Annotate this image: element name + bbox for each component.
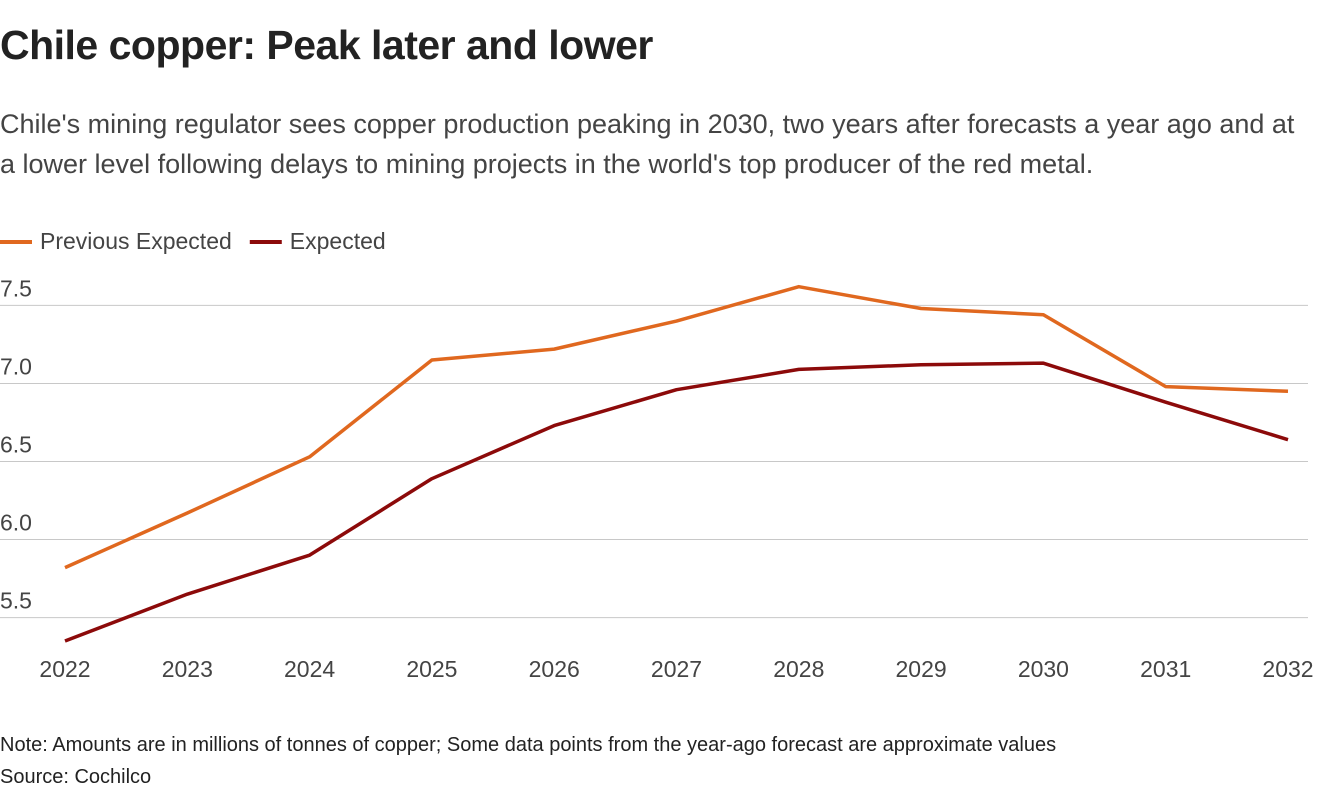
x-tick-label: 2026 [529, 656, 580, 682]
y-tick-label: 5.5 [0, 588, 32, 614]
x-tick-label: 2028 [773, 656, 824, 682]
source: Source: Cochilco [0, 766, 152, 788]
x-tick-label: 2022 [39, 656, 90, 682]
y-tick-label: 6.5 [0, 432, 32, 458]
x-tick-label: 2029 [896, 656, 947, 682]
note: Note: Amounts are in millions of tonnes … [0, 734, 1057, 756]
chart: 7.5 7.0 6.5 6.0 5.5 2022 2023 2024 2025 2026 2027 2… [0, 228, 1314, 682]
line-series [64, 361, 1289, 643]
legend-label: Previous Expected [40, 228, 232, 254]
y-tick-label: 7.0 [0, 354, 32, 380]
x-tick-label: 2027 [651, 656, 702, 682]
x-tick-label: 2030 [1018, 656, 1069, 682]
y-tick-label: 6.0 [0, 510, 32, 536]
chart-subtitle: Chile's mining regulator sees copper pro… [0, 109, 1295, 179]
legend-label: Expected [290, 228, 386, 254]
x-tick-label: 2031 [1140, 656, 1191, 682]
x-tick-label: 2024 [284, 656, 335, 682]
x-tick-label: 2032 [1262, 656, 1313, 682]
x-tick-label: 2025 [406, 656, 457, 682]
line-series [64, 284, 1289, 570]
x-tick-label: 2023 [162, 656, 213, 682]
chart-title: Chile copper: Peak later and lower [0, 22, 653, 68]
y-tick-label: 7.5 [0, 275, 32, 301]
